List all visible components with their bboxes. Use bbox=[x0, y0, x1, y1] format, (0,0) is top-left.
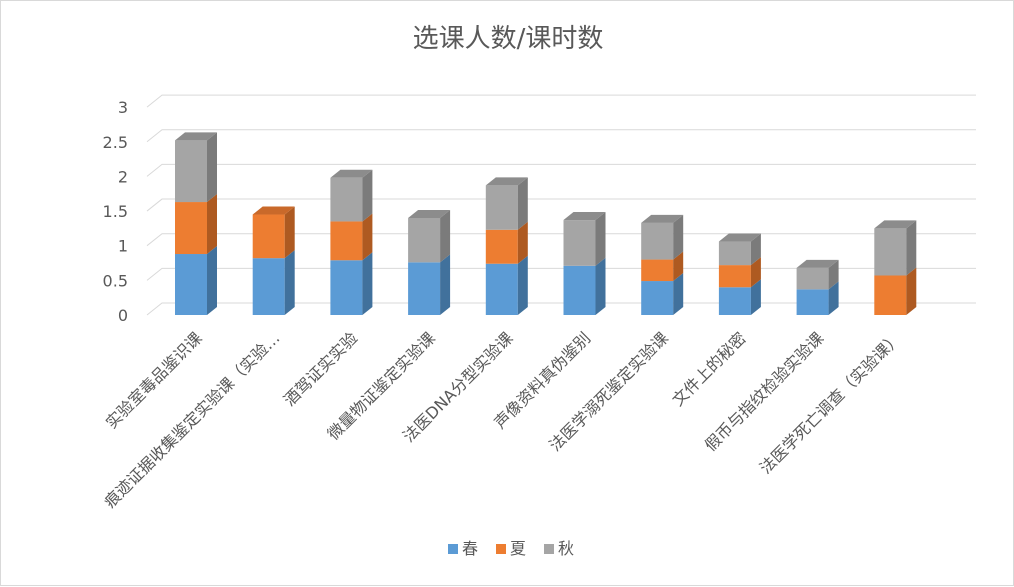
bar-segment bbox=[796, 281, 839, 315]
legend-item: 春 bbox=[448, 539, 478, 558]
gridline bbox=[146, 198, 976, 212]
bar-segment bbox=[252, 206, 295, 259]
gridline bbox=[146, 129, 976, 143]
y-tick-label: 3 bbox=[118, 98, 128, 117]
legend-item: 夏 bbox=[496, 539, 526, 558]
y-tick-label: 2.5 bbox=[103, 133, 128, 152]
legend-label: 秋 bbox=[558, 539, 574, 558]
legend-swatch bbox=[496, 544, 506, 554]
y-tick-label: 0.5 bbox=[103, 271, 128, 290]
legend-swatch bbox=[544, 544, 554, 554]
bar-segment bbox=[563, 212, 606, 266]
bar-segment bbox=[641, 273, 684, 315]
chart-title: 选课人数/课时数 bbox=[413, 24, 604, 54]
x-axis-category-labels: 实验室毒品鉴识课痕迹证据收集鉴定实验课（实验…酒驾证实实验微量物证鉴定实验课法医… bbox=[100, 328, 905, 511]
y-tick-label: 0 bbox=[118, 306, 128, 325]
bar-segment bbox=[330, 252, 373, 315]
bar-segment bbox=[874, 267, 917, 315]
gridlines bbox=[146, 94, 976, 316]
y-tick-label: 1.5 bbox=[103, 202, 128, 221]
bar-segment bbox=[641, 214, 684, 260]
x-category-label: 酒驾证实实验 bbox=[280, 328, 361, 409]
y-tick-label: 1 bbox=[118, 237, 128, 256]
x-category-label: 法医学死亡调查（实验课） bbox=[756, 328, 905, 477]
bar-segment bbox=[718, 279, 761, 315]
bar-segment bbox=[252, 250, 295, 315]
gridline bbox=[146, 163, 976, 177]
gridline bbox=[146, 233, 976, 247]
y-tick-label: 2 bbox=[118, 167, 128, 186]
x-category-label: 文件上的秘密 bbox=[668, 328, 749, 409]
bars bbox=[175, 132, 917, 315]
bar-segment bbox=[330, 213, 373, 261]
bar-segment bbox=[408, 254, 451, 315]
legend-label: 夏 bbox=[510, 539, 526, 558]
bar-segment bbox=[563, 257, 606, 315]
legend-swatch bbox=[448, 544, 458, 554]
bar-segment bbox=[718, 233, 761, 266]
y-axis-ticks: 0 0.5 1 1.5 2 2.5 3 bbox=[103, 98, 128, 325]
x-category-label: 痕迹证据收集鉴定实验课（实验… bbox=[100, 328, 283, 511]
bar-segment bbox=[408, 209, 451, 263]
bar-segment bbox=[175, 246, 217, 315]
bar-segment bbox=[718, 257, 761, 288]
bar-segment bbox=[175, 132, 217, 203]
legend: 春夏秋 bbox=[448, 539, 574, 558]
bar-segment bbox=[175, 194, 217, 255]
bar-segment bbox=[796, 259, 839, 290]
bar-segment bbox=[485, 255, 528, 315]
gridline bbox=[146, 267, 976, 281]
bar-segment bbox=[330, 169, 373, 222]
gridline bbox=[146, 302, 976, 316]
bar-segment bbox=[874, 220, 917, 276]
bar-segment bbox=[641, 251, 684, 282]
bar-segment bbox=[485, 177, 528, 230]
legend-label: 春 bbox=[462, 539, 478, 558]
bar-segment bbox=[485, 221, 528, 264]
legend-item: 秋 bbox=[544, 539, 574, 558]
gridline bbox=[146, 94, 976, 108]
